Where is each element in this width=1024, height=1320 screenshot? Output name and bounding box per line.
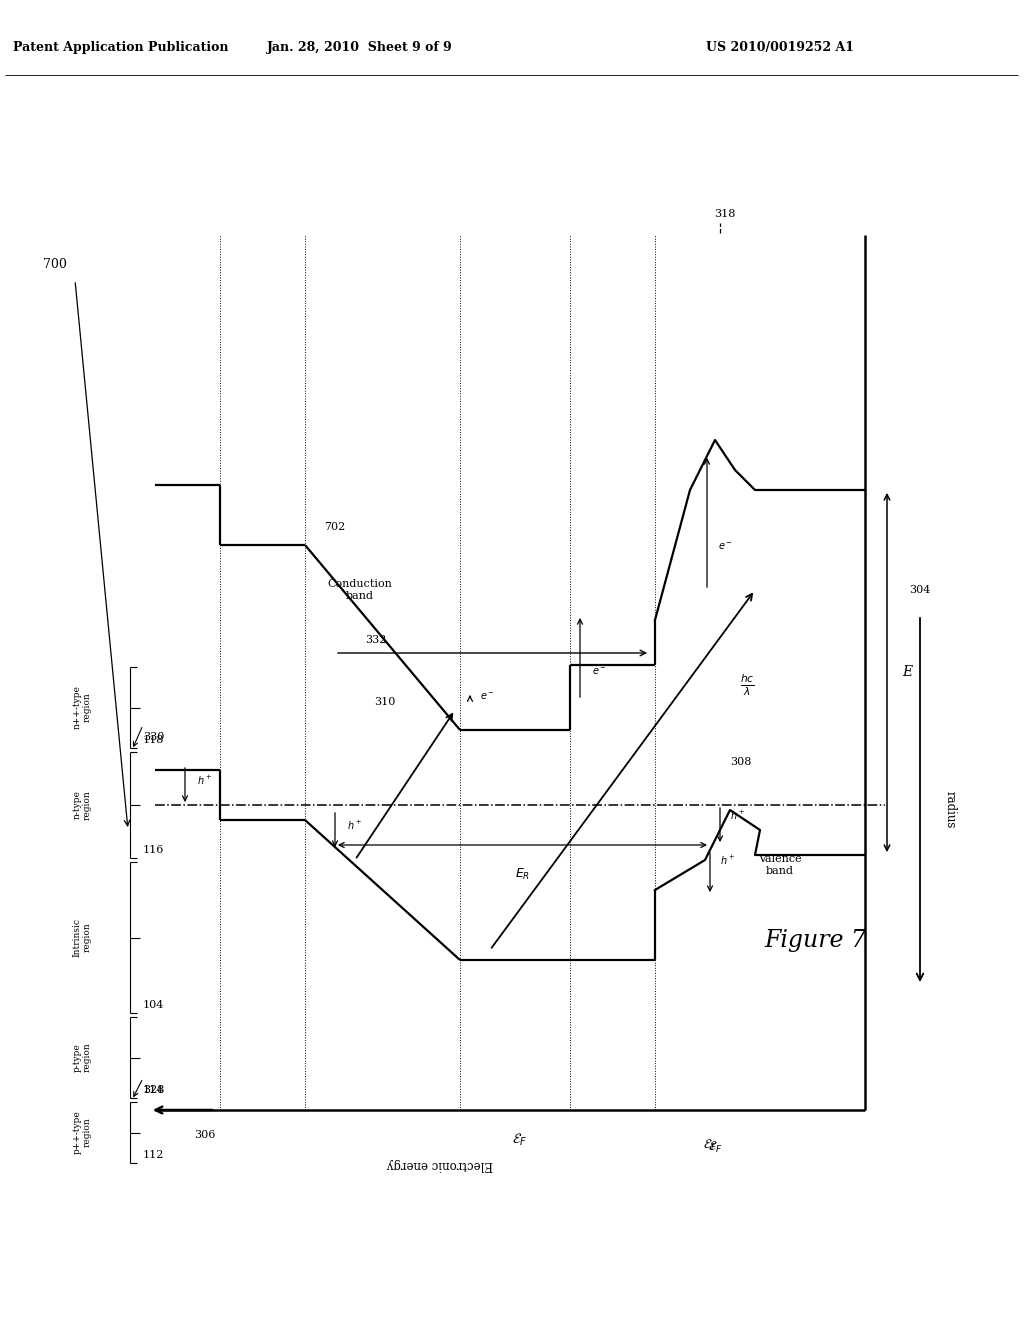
Text: Figure 7: Figure 7 [764, 928, 866, 952]
Text: p-type
region: p-type region [73, 1043, 92, 1072]
Text: 330: 330 [143, 733, 165, 742]
Text: 118: 118 [143, 735, 165, 744]
Text: Intrinsic
region: Intrinsic region [73, 917, 92, 957]
Text: US 2010/0019252 A1: US 2010/0019252 A1 [706, 41, 854, 54]
Text: $h^+$: $h^+$ [730, 809, 745, 822]
Text: 308: 308 [730, 756, 752, 767]
Text: 114: 114 [143, 1085, 165, 1096]
Text: $e^-$: $e^-$ [718, 541, 733, 552]
Text: $e^-$: $e^-$ [592, 667, 607, 677]
Text: 702: 702 [325, 521, 346, 532]
Text: 306: 306 [195, 1130, 216, 1140]
Text: $e^-$: $e^-$ [480, 690, 495, 702]
Text: 332: 332 [365, 635, 386, 645]
Text: $\mathcal{E}_{F}$: $\mathcal{E}_{F}$ [702, 1138, 717, 1154]
Text: n++-type
region: n++-type region [73, 685, 92, 730]
Text: $h^+$: $h^+$ [720, 854, 735, 867]
Text: radius: radius [943, 791, 956, 829]
Text: Jan. 28, 2010  Sheet 9 of 9: Jan. 28, 2010 Sheet 9 of 9 [267, 41, 453, 54]
Text: Valence
band: Valence band [758, 854, 802, 875]
Text: 116: 116 [143, 845, 165, 855]
Text: Electronic energy: Electronic energy [387, 1159, 494, 1172]
Text: 310: 310 [375, 697, 395, 708]
Text: $\mathcal{E}_F$: $\mathcal{E}_F$ [512, 1133, 527, 1148]
Text: 318: 318 [715, 209, 735, 219]
Text: Patent Application Publication: Patent Application Publication [13, 41, 228, 54]
Text: $E_R$: $E_R$ [515, 867, 530, 882]
Text: p++-type
region: p++-type region [73, 1110, 92, 1155]
Text: $\frac{hc}{\lambda}$: $\frac{hc}{\lambda}$ [739, 672, 755, 698]
Text: 112: 112 [143, 1150, 165, 1160]
Text: 700: 700 [43, 259, 67, 272]
Text: 104: 104 [143, 1001, 165, 1010]
Text: 304: 304 [909, 585, 931, 595]
Text: E: E [902, 665, 912, 680]
Text: $\mathcal{E}_{F}$: $\mathcal{E}_{F}$ [708, 1140, 722, 1155]
Text: 328: 328 [143, 1085, 165, 1096]
Text: n-type
region: n-type region [73, 791, 92, 820]
Text: $h^+$: $h^+$ [197, 774, 212, 787]
Text: Conduction
band: Conduction band [328, 579, 392, 601]
Text: $h^+$: $h^+$ [347, 818, 362, 832]
